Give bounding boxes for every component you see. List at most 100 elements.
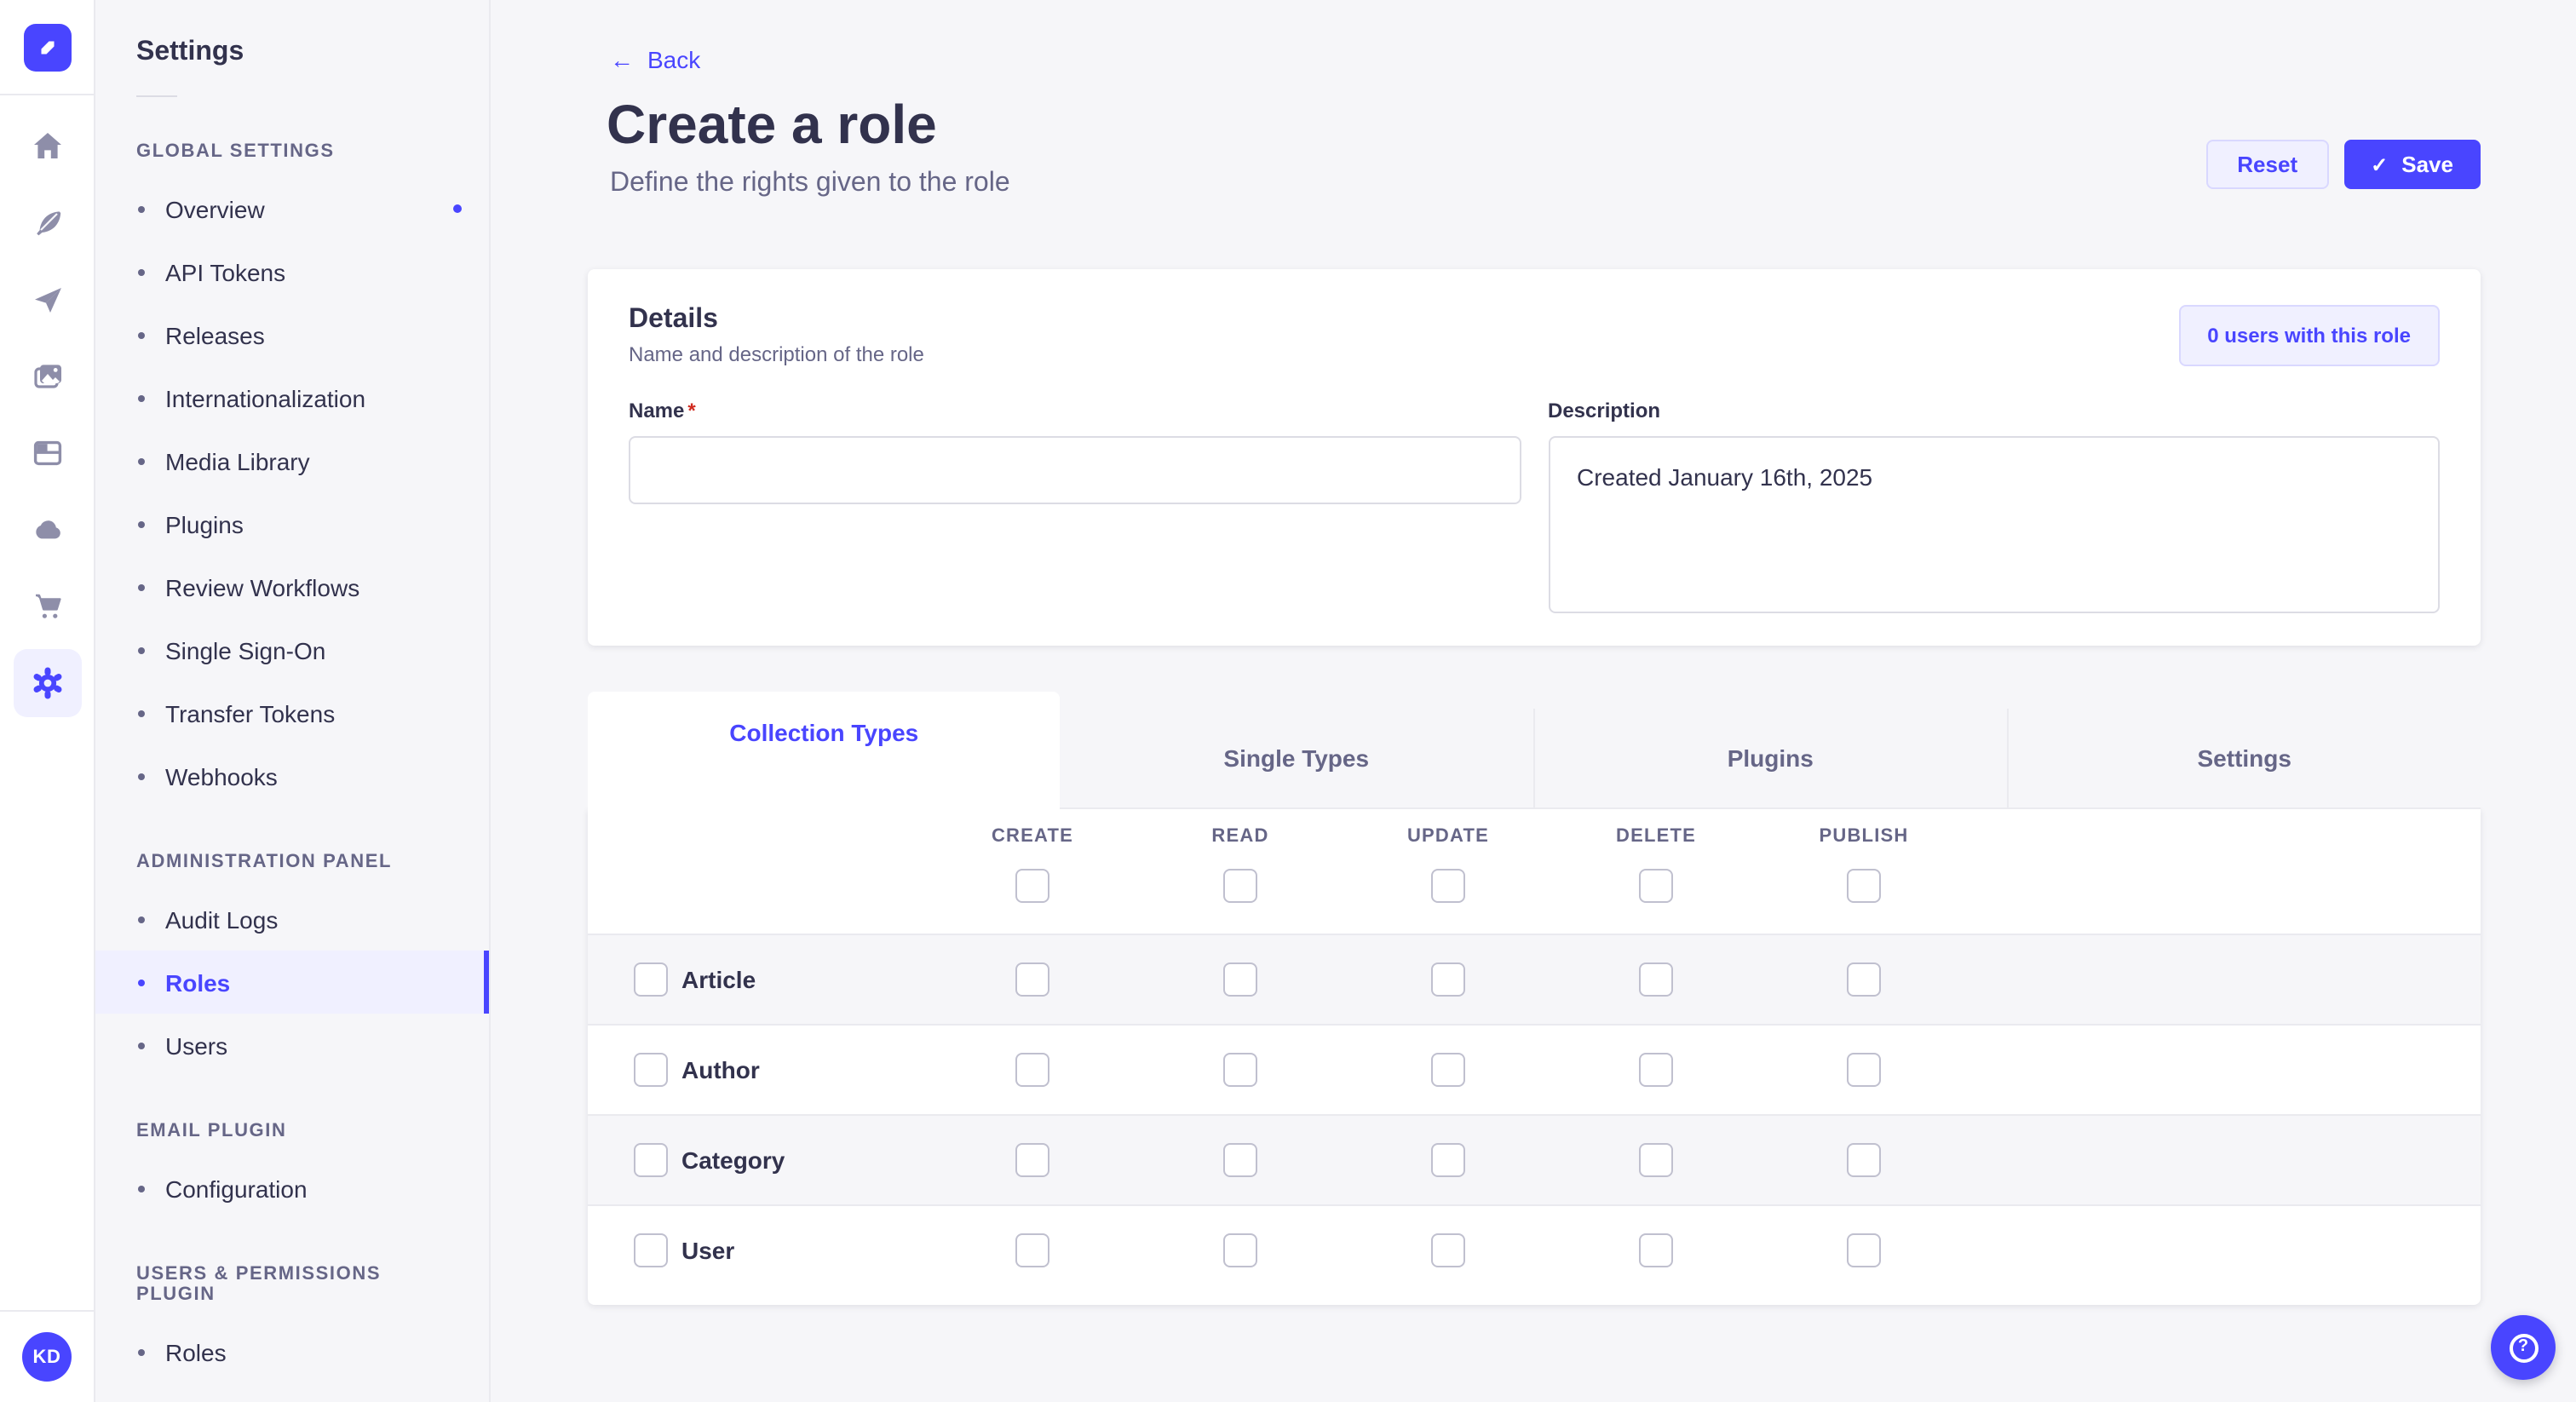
sidebar-item-audit-logs[interactable]: Audit Logs	[95, 888, 489, 951]
category-read-checkbox[interactable]	[1223, 1143, 1257, 1177]
tab-plugins[interactable]: Plugins	[1532, 709, 2007, 809]
author-read-checkbox[interactable]	[1223, 1053, 1257, 1087]
category-delete-checkbox[interactable]	[1639, 1143, 1673, 1177]
select-all-update-checkbox[interactable]	[1431, 869, 1465, 903]
table-row-author: Author	[588, 1024, 2481, 1114]
sidebar-item-roles-active[interactable]: Roles	[95, 951, 489, 1014]
sidebar-item-providers[interactable]: Providers	[95, 1383, 489, 1402]
row-article-checkbox[interactable]	[634, 962, 668, 997]
sidebar-item-releases[interactable]: Releases	[95, 303, 489, 366]
user-avatar[interactable]: KD	[22, 1332, 72, 1382]
author-publish-checkbox[interactable]	[1847, 1053, 1881, 1087]
global-settings-list: Overview API Tokens Releases Internation…	[95, 177, 489, 807]
permissions-table-header: CREATE READ UPDATE DELETE PUBLISH	[588, 809, 2481, 934]
sidebar-item-single-sign-on[interactable]: Single Sign-On	[95, 618, 489, 681]
sidebar-item-overview[interactable]: Overview	[95, 177, 489, 240]
section-label-email-plugin: EMAIL PLUGIN	[136, 1121, 287, 1141]
nav-media-library-button[interactable]	[13, 342, 81, 411]
column-labels-row: CREATE READ UPDATE DELETE PUBLISH	[588, 826, 2481, 847]
notification-dot	[453, 204, 462, 213]
nav-rail: KD	[0, 0, 95, 1402]
bullet-icon	[138, 583, 145, 590]
row-label: User	[681, 1237, 735, 1264]
column-create: CREATE	[991, 826, 1073, 847]
user-update-checkbox[interactable]	[1431, 1233, 1465, 1267]
sidebar-item-review-workflows[interactable]: Review Workflows	[95, 555, 489, 618]
sidebar-item-internationalization[interactable]: Internationalization	[95, 366, 489, 429]
description-field-group: Description Created January 16th, 2025	[1548, 395, 2440, 622]
bullet-icon	[138, 205, 145, 212]
bullet-icon	[138, 979, 145, 985]
author-update-checkbox[interactable]	[1431, 1053, 1465, 1087]
nav-releases-button[interactable]	[13, 266, 81, 334]
sidebar-item-transfer-tokens[interactable]: Transfer Tokens	[95, 681, 489, 744]
users-with-role-badge[interactable]: 0 users with this role	[2178, 305, 2440, 366]
back-link[interactable]: ← Back	[610, 46, 701, 73]
user-publish-checkbox[interactable]	[1847, 1233, 1881, 1267]
role-description-textarea[interactable]: Created January 16th, 2025	[1548, 436, 2440, 613]
nav-home-button[interactable]	[13, 112, 81, 181]
row-user-checkbox[interactable]	[634, 1233, 668, 1267]
marketplace-cart-icon	[30, 589, 64, 623]
bullet-icon	[138, 331, 145, 338]
tab-single-types[interactable]: Single Types	[1060, 709, 1532, 809]
sidebar-item-up-roles[interactable]: Roles	[95, 1320, 489, 1383]
save-button[interactable]: ✓ Save	[2343, 140, 2481, 189]
name-label: Name *	[629, 399, 696, 422]
strapi-logo-icon[interactable]	[23, 23, 71, 71]
details-card: Details Name and description of the role…	[588, 269, 2481, 646]
sidebar-item-configuration[interactable]: Configuration	[95, 1157, 489, 1220]
subnav-divider	[136, 95, 177, 97]
details-card-header: Details Name and description of the role…	[629, 305, 2440, 366]
category-update-checkbox[interactable]	[1431, 1143, 1465, 1177]
row-label: Category	[681, 1146, 785, 1174]
select-all-read-checkbox[interactable]	[1223, 869, 1257, 903]
user-read-checkbox[interactable]	[1223, 1233, 1257, 1267]
category-publish-checkbox[interactable]	[1847, 1143, 1881, 1177]
nav-rail-logo-area	[0, 0, 94, 95]
user-delete-checkbox[interactable]	[1639, 1233, 1673, 1267]
article-update-checkbox[interactable]	[1431, 962, 1465, 997]
select-all-publish-checkbox[interactable]	[1847, 869, 1881, 903]
row-label: Author	[681, 1056, 760, 1083]
sidebar-item-users[interactable]: Users	[95, 1014, 489, 1077]
nav-settings-button[interactable]	[13, 649, 81, 717]
tab-settings[interactable]: Settings	[2006, 709, 2481, 809]
nav-content-button[interactable]	[13, 189, 81, 257]
author-delete-checkbox[interactable]	[1639, 1053, 1673, 1087]
help-button[interactable]: ?	[2491, 1315, 2556, 1380]
article-read-checkbox[interactable]	[1223, 962, 1257, 997]
article-publish-checkbox[interactable]	[1847, 962, 1881, 997]
sidebar-item-media-library[interactable]: Media Library	[95, 429, 489, 492]
select-all-delete-checkbox[interactable]	[1639, 869, 1673, 903]
sidebar-item-plugins[interactable]: Plugins	[95, 492, 489, 555]
row-category-checkbox[interactable]	[634, 1143, 668, 1177]
nav-rail-footer: KD	[0, 1310, 94, 1402]
bullet-icon	[138, 520, 145, 527]
category-create-checkbox[interactable]	[1015, 1143, 1049, 1177]
cloud-icon	[30, 513, 64, 547]
bullet-icon	[138, 773, 145, 779]
required-marker: *	[687, 399, 696, 422]
details-title: Details	[629, 305, 718, 334]
bullet-icon	[138, 1185, 145, 1192]
user-create-checkbox[interactable]	[1015, 1233, 1049, 1267]
select-all-create-checkbox[interactable]	[1015, 869, 1049, 903]
table-row-article: Article	[588, 934, 2481, 1024]
article-create-checkbox[interactable]	[1015, 962, 1049, 997]
reset-button[interactable]: Reset	[2206, 140, 2329, 189]
author-create-checkbox[interactable]	[1015, 1053, 1049, 1087]
role-name-input[interactable]	[629, 436, 1521, 504]
nav-marketplace-button[interactable]	[13, 572, 81, 641]
content-feather-icon	[30, 206, 64, 240]
row-author-checkbox[interactable]	[634, 1053, 668, 1087]
tab-collection-types[interactable]: Collection Types	[588, 692, 1061, 809]
layout-builder-icon	[30, 436, 64, 470]
column-delete: DELETE	[1616, 826, 1696, 847]
column-update: UPDATE	[1406, 826, 1489, 847]
sidebar-item-api-tokens[interactable]: API Tokens	[95, 240, 489, 303]
article-delete-checkbox[interactable]	[1639, 962, 1673, 997]
nav-content-type-builder-button[interactable]	[13, 419, 81, 487]
nav-cloud-button[interactable]	[13, 496, 81, 564]
sidebar-item-webhooks[interactable]: Webhooks	[95, 744, 489, 807]
